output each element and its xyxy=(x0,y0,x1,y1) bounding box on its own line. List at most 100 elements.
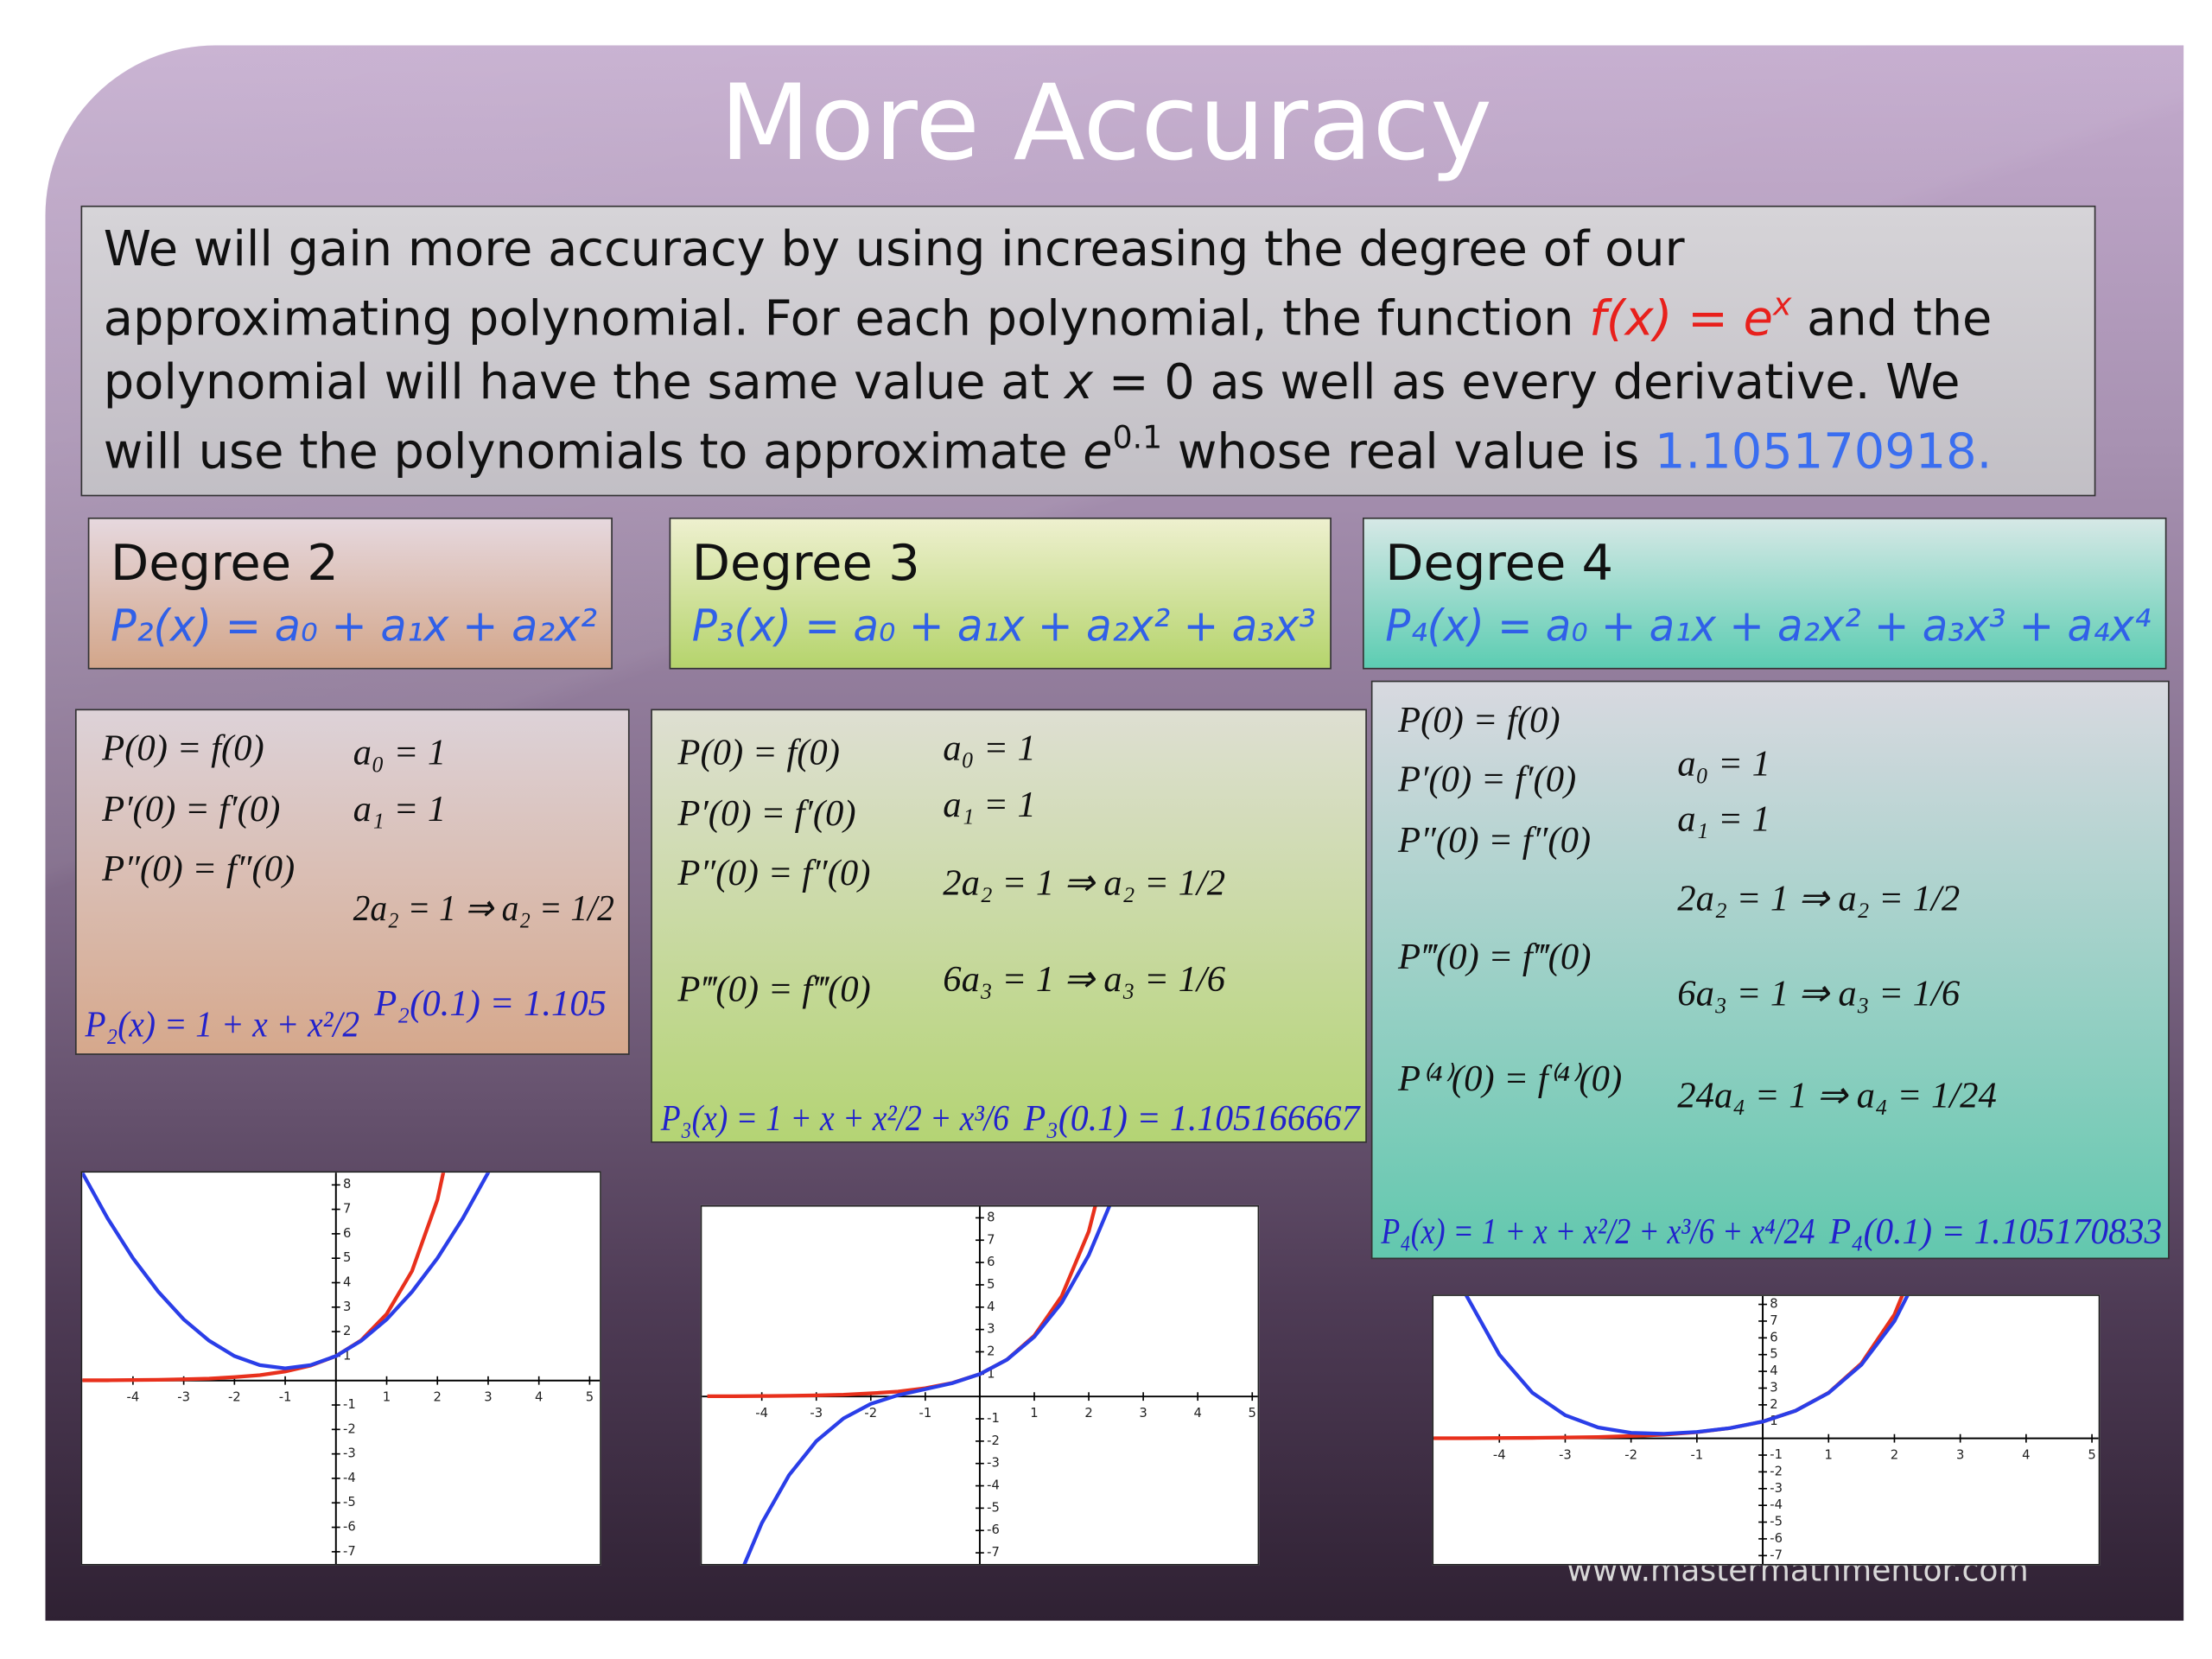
y-tick-label: 1 xyxy=(1770,1414,1777,1428)
degree-header: Degree 3 P₃(x) = a₀ + a₁x + a₂x² + a₃x³ xyxy=(669,517,1332,670)
graph-canvas: -4 -3 -2 -1 1 2 3 4 5 -7 -6 -5 -4 -3 -2 -1 1 2 3 4 5 6 7 8 xyxy=(702,1206,1258,1565)
y-tick-label: -7 xyxy=(1770,1548,1783,1562)
exponent: 0.1 xyxy=(1112,421,1163,457)
x-tick-label: -3 xyxy=(177,1389,190,1404)
x-tick-label: 2 xyxy=(1891,1447,1898,1462)
y-tick-label: -2 xyxy=(987,1433,1000,1448)
y-tick-label: 1 xyxy=(343,1348,351,1363)
x-tick-label: -1 xyxy=(919,1406,932,1421)
y-tick-label: -7 xyxy=(343,1544,356,1559)
estimate: P₃(0.1) = 1.105166667 xyxy=(1023,1097,1360,1139)
coefficient: a₁ = 1 xyxy=(1677,798,1770,840)
x-tick-label: 5 xyxy=(1249,1406,1256,1421)
y-tick-label: -5 xyxy=(987,1500,1000,1515)
y-tick-label: 6 xyxy=(1770,1330,1777,1344)
general-polynomial: P₃(x) = a₀ + a₁x + a₂x² + a₃x³ xyxy=(691,601,1316,652)
x-tick-label: -3 xyxy=(810,1406,823,1421)
y-tick-label: 3 xyxy=(1770,1380,1777,1395)
text: approximating polynomial. For each polyn… xyxy=(103,290,1590,348)
x-tick-label: 5 xyxy=(586,1389,594,1404)
text: will use the polynomials to approximate xyxy=(103,423,1084,481)
y-tick-label: -1 xyxy=(343,1397,356,1412)
y-tick-label: 3 xyxy=(343,1300,351,1314)
y-tick-label: -6 xyxy=(343,1520,356,1535)
y-tick-label: 7 xyxy=(343,1202,351,1217)
derivation-box: P(0) = f(0) P′(0) = f′(0) P″(0) = f″(0) P‴(… xyxy=(651,709,1367,1143)
graph: -4 -3 -2 -1 1 2 3 4 5 -7 -6 -5 -4 -3 -2 -1 1 2 3 4 5 6 7 8 xyxy=(700,1205,1260,1566)
intro-line: polynomial will have the same value at x… xyxy=(104,354,1961,411)
x-tick-label: 2 xyxy=(1084,1406,1092,1421)
x-tick-label: 4 xyxy=(535,1389,543,1404)
condition: P(0) = f(0) xyxy=(102,727,264,769)
variable: x xyxy=(1065,354,1094,411)
y-tick-label: -2 xyxy=(1770,1464,1783,1478)
y-tick-label: 6 xyxy=(987,1255,995,1269)
degree-title: Degree 4 xyxy=(1385,536,1614,593)
coefficient: 2a₂ = 1 ⇒ a₂ = 1/2 xyxy=(943,861,1226,904)
x-tick-label: -1 xyxy=(1690,1447,1703,1462)
coefficient: a₁ = 1 xyxy=(353,788,447,830)
taylor-polynomial: P₄(x) = 1 + x + x²/2 + x³/6 + x⁴/24 xyxy=(1381,1211,1815,1253)
y-tick-label: 4 xyxy=(343,1274,351,1289)
x-tick-label: -4 xyxy=(127,1389,140,1404)
text: We will gain more accuracy by using incr… xyxy=(103,220,1685,278)
x-tick-label: 5 xyxy=(2088,1447,2095,1462)
degree-header: Degree 4 P₄(x) = a₀ + a₁x + a₂x² + a₃x³ +… xyxy=(1363,517,2167,670)
intro-line: will use the polynomials to approximate … xyxy=(104,421,1993,480)
coefficient: 2a₂ = 1 ⇒ a₂ = 1/2 xyxy=(1677,877,1961,919)
condition: P″(0) = f″(0) xyxy=(1398,819,1592,861)
y-tick-label: 8 xyxy=(1770,1297,1777,1312)
graph: -4 -3 -2 -1 1 2 3 4 5 -7 -6 -5 -4 -3 -2 -1 1 2 3 4 5 6 7 8 xyxy=(80,1171,601,1566)
y-tick-label: -7 xyxy=(987,1545,1000,1560)
coefficient: a₀ = 1 xyxy=(943,727,1036,769)
x-tick-label: 3 xyxy=(1956,1447,1964,1462)
x-tick-label: -2 xyxy=(864,1406,877,1421)
x-tick-label: -4 xyxy=(755,1406,768,1421)
x-tick-label: 1 xyxy=(1030,1406,1038,1421)
y-tick-label: 2 xyxy=(1770,1397,1777,1412)
condition: P⁽⁴⁾(0) = f⁽⁴⁾(0) xyxy=(1398,1058,1623,1099)
x-tick-label: 4 xyxy=(1193,1406,1201,1421)
curve xyxy=(82,1173,491,1370)
x-tick-label: 2 xyxy=(434,1389,442,1404)
slide-title: More Accuracy xyxy=(719,62,1492,185)
y-tick-label: 8 xyxy=(343,1177,351,1192)
y-tick-label: -5 xyxy=(1770,1515,1783,1529)
x-tick-label: 3 xyxy=(484,1389,492,1404)
coefficient: 6a₃ = 1 ⇒ a₃ = 1/6 xyxy=(1677,972,1961,1014)
text: whose real value is xyxy=(1162,423,1655,481)
condition: P(0) = f(0) xyxy=(677,731,840,773)
function: f(x) = e xyxy=(1589,290,1773,348)
general-polynomial: P₂(x) = a₀ + a₁x + a₂x² xyxy=(110,601,598,652)
taylor-polynomial: P₃(x) = 1 + x + x²/2 + x³/6 xyxy=(660,1097,1009,1139)
y-tick-label: -3 xyxy=(1770,1481,1783,1496)
intro-line: We will gain more accuracy by using incr… xyxy=(104,221,1685,278)
general-polynomial: P₄(x) = a₀ + a₁x + a₂x² + a₃x³ + a₄x⁴ xyxy=(1385,601,2152,652)
text: and the xyxy=(1791,290,1993,348)
y-tick-label: -1 xyxy=(987,1411,1000,1426)
y-tick-label: 5 xyxy=(987,1277,995,1292)
y-tick-label: -4 xyxy=(987,1478,1000,1493)
coefficient: 6a₃ = 1 ⇒ a₃ = 1/6 xyxy=(943,958,1226,1000)
coefficient: 24a₄ = 1 ⇒ a₄ = 1/24 xyxy=(1677,1074,1997,1116)
y-tick-label: -5 xyxy=(343,1495,356,1510)
curve xyxy=(742,1206,1111,1565)
estimate: P₂(0.1) = 1.105 xyxy=(374,982,607,1024)
derivation-box: P(0) = f(0) P′(0) = f′(0) P″(0) = f″(0) a₀ … xyxy=(74,709,630,1055)
exponent: x xyxy=(1772,288,1792,324)
intro-line: approximating polynomial. For each polyn… xyxy=(104,288,1993,347)
condition: P‴(0) = f‴(0) xyxy=(677,968,871,1010)
y-tick-label: 2 xyxy=(987,1344,995,1358)
condition: P″(0) = f″(0) xyxy=(677,852,871,893)
y-tick-label: -2 xyxy=(343,1421,356,1436)
y-tick-label: 8 xyxy=(987,1210,995,1224)
y-tick-label: 7 xyxy=(987,1232,995,1247)
condition: P′(0) = f′(0) xyxy=(677,792,856,834)
condition: P(0) = f(0) xyxy=(1398,699,1560,741)
estimate: P₄(0.1) = 1.105170833 xyxy=(1828,1211,2163,1253)
x-tick-label: 1 xyxy=(1825,1447,1833,1462)
y-tick-label: 5 xyxy=(1770,1347,1777,1362)
derivation-box: P(0) = f(0) P′(0) = f′(0) P″(0) = f″(0) P‴(… xyxy=(1370,680,2170,1260)
y-tick-label: -3 xyxy=(343,1446,356,1461)
